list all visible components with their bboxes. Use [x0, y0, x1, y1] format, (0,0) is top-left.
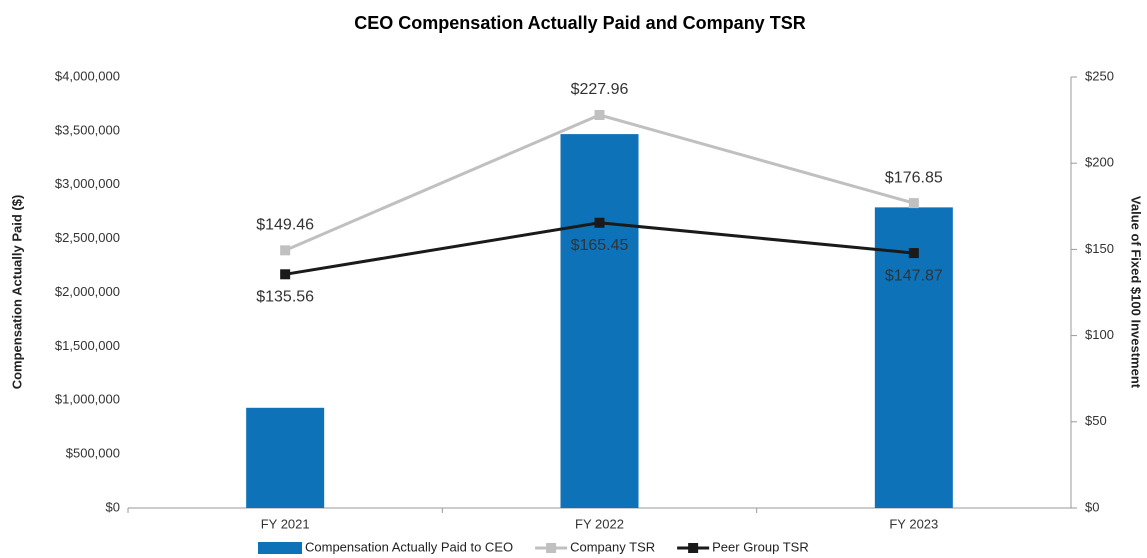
marker: [908, 248, 919, 259]
x-tick-label: FY 2023: [889, 516, 938, 531]
data-label: $135.56: [256, 289, 314, 306]
y-tick-label: $500,000: [66, 446, 120, 461]
x-tick-label: FY 2022: [575, 516, 624, 531]
data-label: $165.45: [571, 237, 629, 254]
bar: [560, 134, 639, 509]
y-axis-title: Compensation Actually Paid ($): [9, 195, 24, 390]
y2-tick-label: $250: [1085, 68, 1114, 83]
y-tick-label: $2,000,000: [55, 284, 120, 299]
data-label: $227.96: [571, 81, 629, 98]
y2-axis-title: Value of Fixed $100 Investment: [1129, 196, 1144, 389]
data-label: $147.87: [885, 267, 943, 284]
legend-swatch: [258, 542, 302, 554]
legend-label: Company TSR: [570, 539, 655, 554]
marker: [908, 198, 919, 209]
y2-tick-label: $200: [1085, 155, 1114, 170]
y2-tick-label: $50: [1085, 413, 1107, 428]
y-tick-label: $2,500,000: [55, 230, 120, 245]
bar: [246, 407, 325, 508]
marker: [594, 109, 605, 120]
marker: [280, 269, 291, 280]
y2-tick-label: $150: [1085, 241, 1114, 256]
legend-marker: [688, 543, 699, 553]
data-label: $149.46: [256, 217, 314, 234]
y-tick-label: $3,000,000: [55, 176, 120, 191]
legend-label: Compensation Actually Paid to CEO: [305, 539, 513, 554]
y-tick-label: $1,000,000: [55, 392, 120, 407]
marker: [280, 245, 291, 256]
y-tick-label: $1,500,000: [55, 338, 120, 353]
chart-title: CEO Compensation Actually Paid and Compa…: [354, 13, 805, 33]
y-tick-label: $3,500,000: [55, 122, 120, 137]
y2-tick-label: $100: [1085, 327, 1114, 342]
y-tick-label: $0: [106, 499, 120, 514]
legend-marker: [546, 543, 557, 553]
legend-label: Peer Group TSR: [712, 539, 809, 554]
x-tick-label: FY 2021: [261, 516, 310, 531]
y-tick-label: $4,000,000: [55, 68, 120, 83]
data-label: $176.85: [885, 169, 943, 186]
marker: [594, 217, 605, 228]
y2-tick-label: $0: [1085, 499, 1099, 514]
